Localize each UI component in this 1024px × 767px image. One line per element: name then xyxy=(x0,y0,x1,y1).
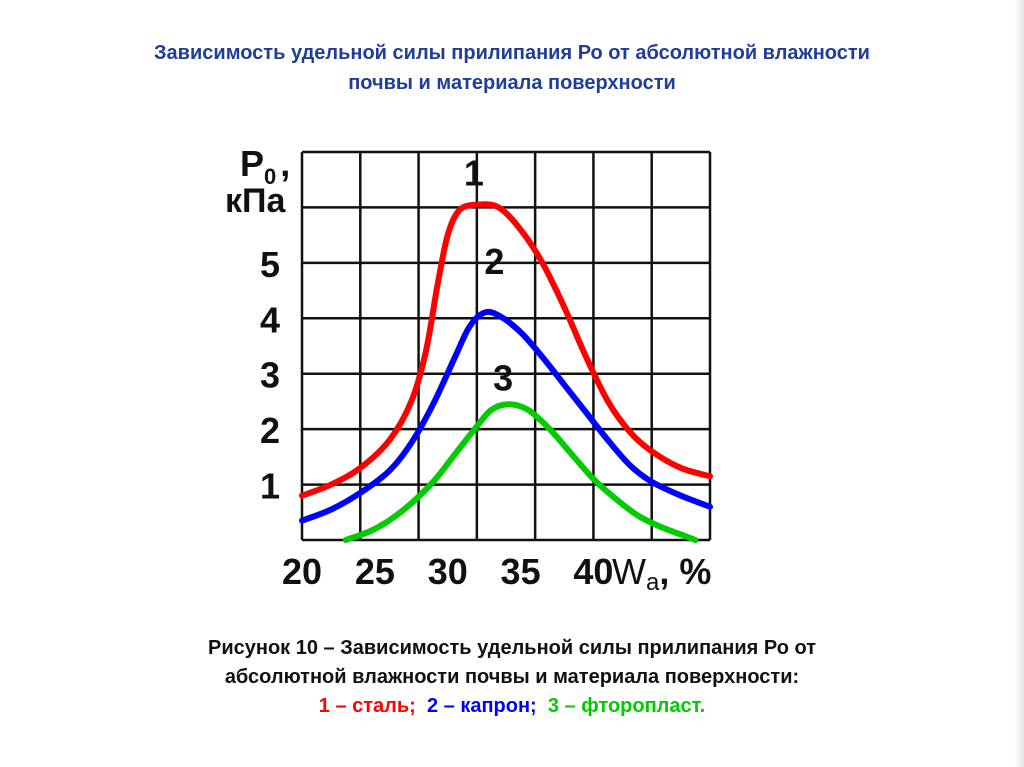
caption-legend: 1 – сталь; 2 – капрон; 3 – фторопласт. xyxy=(40,692,984,721)
y-tick-label: 3 xyxy=(260,355,280,396)
series-line-1 xyxy=(299,201,713,499)
slide-title-line-2: почвы и материала поверхности xyxy=(348,72,676,94)
series-label-1: 1 xyxy=(464,152,484,193)
x-tick-label: 40 xyxy=(573,551,613,592)
figure-caption: Рисунок 10 – Зависимость удельной силы п… xyxy=(40,634,984,721)
chart-labels: 1 2 3 1 2 3 4 5 20 25 30 35 40 P0 ,кПа Wa, % xyxy=(225,143,711,596)
x-axis-label-suffix: , % xyxy=(659,551,711,592)
x-axis-label: Wa, % xyxy=(612,551,711,596)
y-axis-label-suffix: , xyxy=(280,143,290,184)
series-line-2 xyxy=(299,308,713,524)
y-tick-label: 2 xyxy=(260,410,280,451)
x-axis-label-sub: a xyxy=(646,569,660,596)
y-tick-label: 1 xyxy=(260,466,280,507)
slide-title-line-1: Зависимость удельной силы прилипания Ро … xyxy=(154,42,870,64)
x-tick-label: 20 xyxy=(282,551,322,592)
x-tick-label: 35 xyxy=(501,551,541,592)
x-tick-label: 25 xyxy=(355,551,395,592)
x-axis-label-main: W xyxy=(612,551,646,592)
caption-line-1: Рисунок 10 – Зависимость удельной силы п… xyxy=(207,637,817,659)
legend-kapron: 2 – капрон; xyxy=(426,695,537,717)
y-axis-label: P0, xyxy=(240,143,290,189)
legend-steel: 1 – сталь; xyxy=(318,695,416,717)
y-tick-label: 5 xyxy=(260,244,280,285)
slide-title: Зависимость удельной силы прилипания Ро … xyxy=(40,38,984,98)
x-tick-label: 30 xyxy=(428,551,468,592)
slide-edge xyxy=(1014,0,1024,767)
legend-ftoroplast: 3 – фторопласт. xyxy=(547,695,706,717)
series-label-3: 3 xyxy=(493,357,513,398)
series-line-3 xyxy=(342,401,699,543)
y-axis-label-main: P xyxy=(240,143,264,184)
caption-line-2: абсолютной влажности почвы и материала п… xyxy=(224,666,800,688)
y-axis-unit: кПа xyxy=(225,182,286,220)
y-tick-label: 4 xyxy=(260,299,280,340)
y-axis-label-sub: 0 xyxy=(264,164,276,189)
chart-series xyxy=(299,201,713,543)
series-label-2: 2 xyxy=(484,241,504,282)
